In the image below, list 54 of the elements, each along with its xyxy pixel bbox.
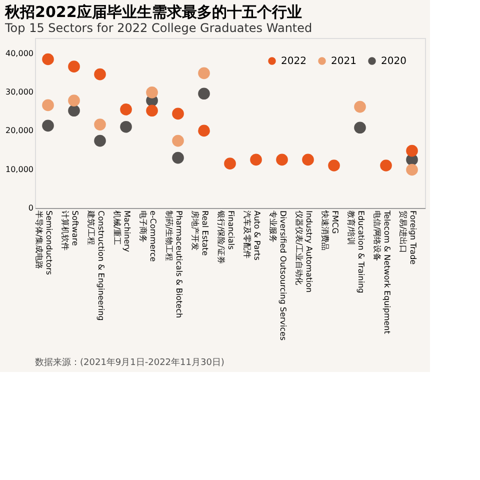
point: [406, 164, 418, 176]
point: [198, 124, 210, 137]
point: [198, 67, 210, 80]
point: [146, 86, 158, 98]
point: [68, 60, 80, 72]
point: [276, 154, 288, 166]
point: [42, 53, 54, 66]
y-tick-label: 30,000: [6, 88, 34, 97]
y-tick-label: 40,000: [6, 48, 34, 58]
point: [172, 152, 184, 164]
point: [302, 154, 314, 166]
y-tick-label: 0: [28, 204, 34, 212]
legend-label: 2021: [331, 56, 356, 67]
point: [42, 120, 54, 132]
point: [406, 144, 418, 157]
x-tick-label: Financials 银行/保险/证券: [216, 210, 236, 264]
point: [354, 122, 366, 134]
x-tick-label: Foreign Trade 贸易/进出口: [398, 210, 418, 265]
legend-label: 2022: [281, 56, 306, 67]
point: [354, 100, 366, 113]
x-tick-label: Auto & Parts 汽车及零配件: [242, 210, 262, 260]
source-note: 数据来源：(2021年9月1日-2022年11月30日): [35, 357, 224, 368]
point: [250, 154, 262, 166]
x-tick-label: Semiconductors 半导体/集成电路: [34, 210, 54, 275]
point: [172, 134, 184, 147]
x-tick-label: Industry Automation 仪器仪表/工业自动化: [294, 210, 314, 293]
x-tick-label: Software 计算机软件: [60, 210, 80, 250]
chart-subtitle: Top 15 Sectors for 2022 College Graduates Wanted: [4, 21, 312, 35]
x-tick-label: Real Estate 房地产开发: [190, 210, 210, 256]
x-tick-label: Education & Training 教育/培训: [346, 210, 366, 294]
x-tick-label: FMCG 快速消费品: [320, 210, 340, 250]
point: [42, 99, 54, 112]
x-tick-label: Machinery 机械/重工: [112, 210, 132, 252]
y-tick-label: 10,000: [6, 164, 34, 174]
point: [68, 104, 80, 117]
legend-label: 2020: [381, 56, 406, 67]
x-tick-label: Telecom & Network Equipment 电信/网络设备: [372, 210, 392, 334]
point: [172, 108, 184, 120]
point: [120, 104, 132, 116]
point: [146, 104, 158, 117]
y-tick-label: 20,000: [6, 126, 34, 136]
point: [198, 88, 210, 100]
point: [328, 160, 340, 172]
point: [380, 160, 392, 172]
point: [224, 158, 236, 170]
x-tick-label: Construction & Engineering 建筑/工程: [86, 210, 106, 321]
point: [94, 68, 106, 80]
point: [94, 134, 106, 147]
point: [68, 94, 80, 106]
x-tick-label: e-Commerce 电子商务: [138, 210, 158, 262]
chart-title: 秋招2022应届毕业生需求最多的十五个行业: [4, 3, 302, 21]
x-tick-label: Diversified Outsourcing Services 专业服务: [268, 210, 288, 341]
point: [120, 120, 132, 133]
point: [94, 118, 106, 130]
